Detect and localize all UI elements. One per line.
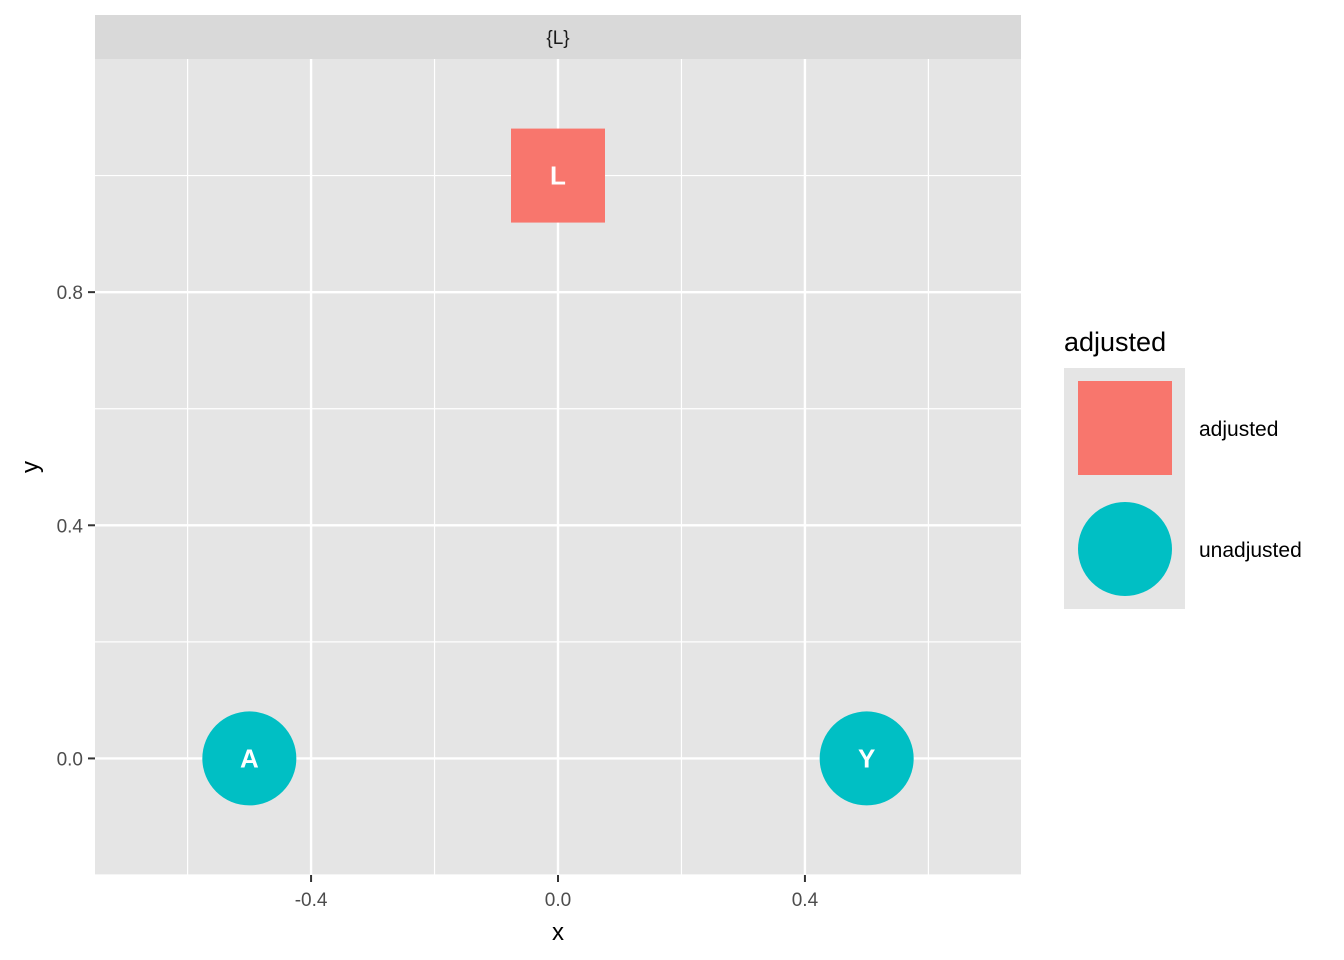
axes: -0.4 0.0 0.4 0.0 0.4 0.8 [57,283,819,911]
node-l-label: L [550,161,566,191]
x-tick-label: 0.0 [545,890,571,911]
y-tick-label: 0.4 [57,516,84,537]
x-tick-label: 0.4 [792,890,819,911]
y-tick-label: 0.0 [57,749,83,770]
legend: adjusted adjusted unadjusted [1064,327,1302,609]
facet-strip [95,15,1021,59]
legend-label-adjusted: adjusted [1199,418,1278,441]
legend-label-unadjusted: unadjusted [1199,539,1302,562]
node-y-circle [819,711,914,806]
data-points: L A Y [202,128,914,806]
node-a-circle [202,711,297,806]
legend-title: adjusted [1064,327,1166,357]
facet-strip-label: {L} [546,28,569,49]
x-tick-label: -0.4 [295,890,328,911]
legend-key-unadjusted [1078,502,1172,596]
node-a-label: A [240,743,259,773]
x-axis-title: x [552,919,564,946]
node-l-square [511,128,605,223]
y-tick-label: 0.8 [57,283,83,304]
y-axis-title: y [17,461,44,473]
node-y-label: Y [858,743,875,773]
legend-key-adjusted [1078,381,1172,475]
